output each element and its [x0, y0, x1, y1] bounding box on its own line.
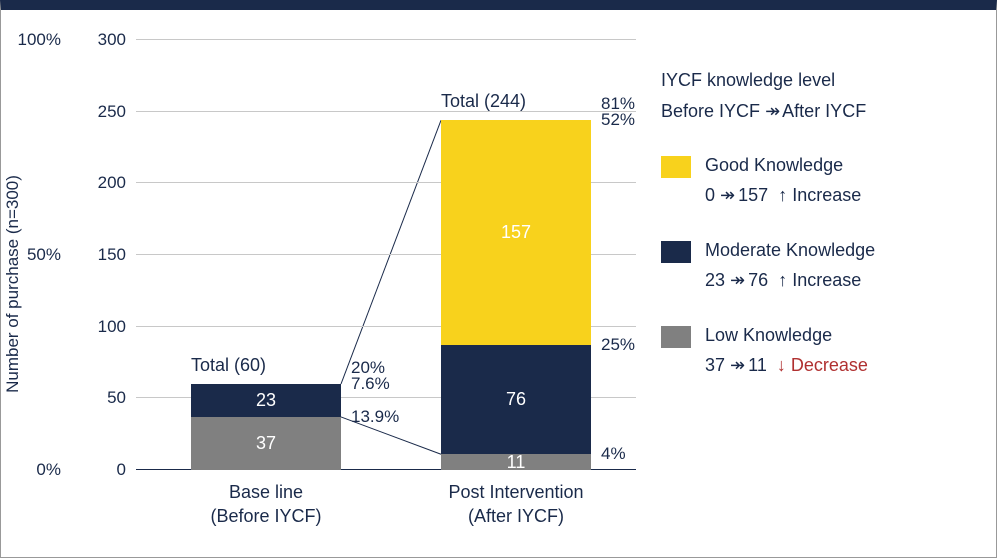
arrow-icon: ↠ [765, 101, 778, 122]
legend-text: Low Knowledge 37 ↠ 11 ↓ Decrease [705, 322, 868, 379]
legend-after-value: 157 [738, 185, 768, 205]
arrow-icon: ↠ [730, 352, 743, 379]
arrow-icon: ↠ [720, 182, 733, 209]
legend-text: Moderate Knowledge 23 ↠ 76 ↑ Increase [705, 237, 875, 294]
change-text: Decrease [791, 355, 868, 375]
change-indicator: ↑ Increase [778, 270, 861, 290]
legend-before-value: 23 [705, 270, 725, 290]
legend-before-after: Before IYCF ↠ After IYCF [661, 101, 971, 122]
legend-items: Good Knowledge0 ↠ 157 ↑ IncreaseModerate… [661, 152, 971, 379]
change-arrow-icon: ↓ [777, 355, 786, 375]
gridline [136, 111, 636, 112]
legend-item-name: Low Knowledge [705, 322, 868, 349]
total-pct-post: 81% [601, 94, 635, 114]
total-label-baseline: Total (60) [191, 355, 266, 376]
y-pct-label: 0% [1, 460, 61, 480]
legend-text: Good Knowledge 0 ↠ 157 ↑ Increase [705, 152, 861, 209]
category-label-line: Post Intervention [426, 480, 606, 504]
legend-item-good: Good Knowledge 0 ↠ 157 ↑ Increase [661, 152, 971, 209]
legend-item-moderate: Moderate Knowledge 23 ↠ 76 ↑ Increase [661, 237, 971, 294]
change-arrow-icon: ↑ [778, 185, 787, 205]
legend-item-low: Low Knowledge 37 ↠ 11 ↓ Decrease [661, 322, 971, 379]
change-indicator: ↑ Increase [778, 185, 861, 205]
category-label-line: (Before IYCF) [176, 504, 356, 528]
legend-after-label: After IYCF [782, 101, 866, 121]
legend-title: IYCF knowledge level [661, 70, 971, 91]
connector-line [341, 120, 441, 384]
legend-item-change: 23 ↠ 76 ↑ Increase [705, 267, 875, 294]
legend-after-value: 11 [748, 355, 767, 375]
legend-after-value: 76 [748, 270, 768, 290]
category-label-line: (After IYCF) [426, 504, 606, 528]
change-arrow-icon: ↑ [778, 270, 787, 290]
legend-swatch [661, 241, 691, 263]
segment-post-moderate: 76 [441, 345, 591, 454]
legend-item-name: Moderate Knowledge [705, 237, 875, 264]
plot-area: 0501001502002503000%50%100%13.9%7.6%2337… [136, 40, 636, 470]
pct-annotation: 4% [601, 444, 626, 464]
category-label-post: Post Intervention(After IYCF) [426, 480, 606, 529]
legend-before-value: 0 [705, 185, 715, 205]
y-tick-label: 150 [66, 245, 126, 265]
bar-post: 1577611 [441, 120, 591, 470]
segment-post-good: 157 [441, 120, 591, 345]
y-tick-label: 100 [66, 317, 126, 337]
segment-baseline-low: 37 [191, 417, 341, 470]
change-text: Increase [792, 185, 861, 205]
y-tick-label: 50 [66, 388, 126, 408]
y-pct-label: 50% [1, 245, 61, 265]
category-label-line: Base line [176, 480, 356, 504]
gridline [136, 39, 636, 40]
category-label-baseline: Base line(Before IYCF) [176, 480, 356, 529]
y-axis-label: Number of purchase (n=300) [3, 175, 23, 393]
pct-annotation: 25% [601, 335, 635, 355]
segment-post-low: 11 [441, 454, 591, 470]
change-text: Increase [792, 270, 861, 290]
y-tick-label: 200 [66, 173, 126, 193]
chart-frame: Number of purchase (n=300) 0501001502002… [0, 0, 997, 558]
legend: IYCF knowledge level Before IYCF ↠ After… [661, 70, 971, 407]
legend-swatch [661, 326, 691, 348]
pct-annotation: 13.9% [351, 407, 399, 427]
y-tick-label: 0 [66, 460, 126, 480]
segment-baseline-moderate: 23 [191, 384, 341, 417]
y-pct-label: 100% [1, 30, 61, 50]
arrow-icon: ↠ [730, 267, 743, 294]
legend-item-change: 37 ↠ 11 ↓ Decrease [705, 352, 868, 379]
total-label-post: Total (244) [441, 91, 526, 112]
change-indicator: ↓ Decrease [777, 355, 868, 375]
legend-before-label: Before IYCF [661, 101, 760, 121]
y-tick-label: 250 [66, 102, 126, 122]
total-pct-baseline: 20% [351, 358, 385, 378]
bar-baseline: 2337 [191, 384, 341, 470]
legend-item-name: Good Knowledge [705, 152, 861, 179]
legend-item-change: 0 ↠ 157 ↑ Increase [705, 182, 861, 209]
y-tick-label: 300 [66, 30, 126, 50]
legend-swatch [661, 156, 691, 178]
legend-before-value: 37 [705, 355, 725, 375]
